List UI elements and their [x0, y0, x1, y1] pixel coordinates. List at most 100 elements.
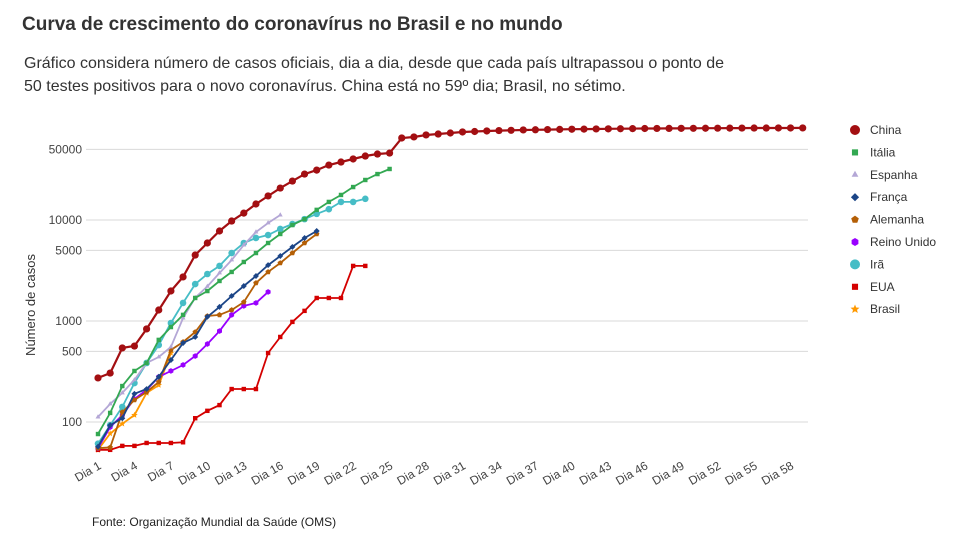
data-point: [167, 349, 175, 356]
data-point: [168, 440, 174, 446]
data-point: [495, 126, 503, 135]
data-point: [300, 170, 309, 178]
data-point: [313, 228, 320, 234]
legend-label: Irã: [870, 257, 884, 271]
data-point: [119, 420, 126, 427]
data-point: [738, 124, 746, 132]
data-point: [216, 312, 223, 318]
data-point: [241, 242, 247, 247]
data-point: [168, 368, 174, 374]
legend-label: Espanha: [870, 168, 918, 182]
data-point: [337, 158, 345, 166]
data-point: [616, 125, 625, 133]
source-note: Fonte: Organização Mundial da Saúde (OMS…: [92, 515, 337, 529]
data-point: [107, 447, 113, 453]
data-point: [119, 403, 126, 411]
legend-label: Alemanha: [870, 213, 924, 227]
data-point: [144, 360, 149, 366]
data-point: [337, 198, 345, 206]
data-point: [155, 381, 162, 388]
y-tick-label: 500: [62, 344, 82, 358]
legend-item: Espanha: [851, 168, 918, 182]
data-point: [641, 124, 649, 133]
data-point: [217, 278, 222, 284]
hexagon-legend-icon: [851, 238, 859, 246]
x-tick-label: Dia 49: [650, 458, 687, 488]
data-point: [507, 126, 515, 134]
data-point: [264, 231, 272, 239]
data-point: [179, 273, 187, 281]
data-point: [241, 303, 247, 309]
data-point: [264, 192, 272, 200]
data-point: [471, 127, 479, 136]
data-point: [155, 373, 162, 380]
data-point: [107, 410, 113, 416]
diamond-legend-icon: [850, 193, 860, 202]
y-axis-label: Número de casos: [23, 254, 38, 356]
data-point: [799, 124, 807, 132]
data-point: [107, 444, 113, 450]
data-point: [253, 280, 259, 286]
data-point: [191, 251, 199, 259]
data-point: [446, 129, 454, 137]
data-point: [278, 231, 283, 237]
data-point: [132, 443, 137, 449]
series-layer: [94, 124, 807, 453]
data-point: [119, 409, 125, 415]
data-point: [363, 177, 368, 183]
data-point: [119, 415, 126, 422]
data-point: [665, 124, 673, 133]
series-china: [94, 124, 807, 382]
data-point: [726, 124, 734, 132]
data-point: [375, 171, 380, 177]
data-point: [205, 288, 210, 294]
data-point: [204, 341, 210, 347]
data-point: [205, 408, 210, 414]
data-point: [653, 124, 661, 133]
data-point: [229, 257, 235, 262]
data-point: [180, 440, 186, 445]
series-eua: [95, 263, 368, 453]
x-tick-label: Dia 1: [72, 458, 104, 484]
data-point: [314, 207, 319, 213]
circle-legend-icon: [850, 259, 860, 270]
data-point: [290, 319, 295, 325]
series-alemanha: [95, 231, 320, 451]
data-point: [750, 124, 758, 132]
y-tick-label: 50000: [49, 142, 83, 156]
data-point: [361, 152, 369, 160]
data-point: [265, 220, 271, 225]
data-point: [580, 125, 588, 133]
legend-item: Brasil: [850, 302, 900, 316]
data-point: [592, 125, 600, 133]
data-point: [191, 280, 199, 288]
x-tick-label: Dia 52: [686, 458, 723, 488]
data-point: [265, 269, 271, 275]
data-point: [277, 253, 284, 259]
data-point: [95, 414, 101, 419]
star-legend-icon: [850, 304, 860, 313]
data-point: [604, 125, 612, 133]
data-point: [143, 386, 150, 392]
data-point: [132, 377, 137, 382]
data-point: [132, 368, 137, 374]
legend-item: Irã: [850, 257, 884, 271]
data-point: [216, 303, 223, 310]
data-point: [215, 227, 224, 235]
legend-item: Reino Unido: [851, 235, 936, 249]
data-point: [228, 249, 235, 257]
legend-label: China: [870, 123, 902, 137]
x-tick-label: Dia 34: [467, 458, 504, 488]
data-point: [156, 440, 161, 446]
legend: China Itália Espanha França Alemanha Reino Un…: [850, 123, 936, 316]
data-point: [107, 422, 114, 429]
series-itália: [95, 166, 392, 437]
data-point: [277, 260, 283, 266]
data-point: [568, 125, 576, 133]
series-frança: [95, 228, 320, 450]
x-tick-label: Dia 40: [540, 458, 577, 488]
data-point: [265, 350, 271, 356]
data-point: [144, 440, 149, 446]
data-point: [386, 149, 394, 157]
